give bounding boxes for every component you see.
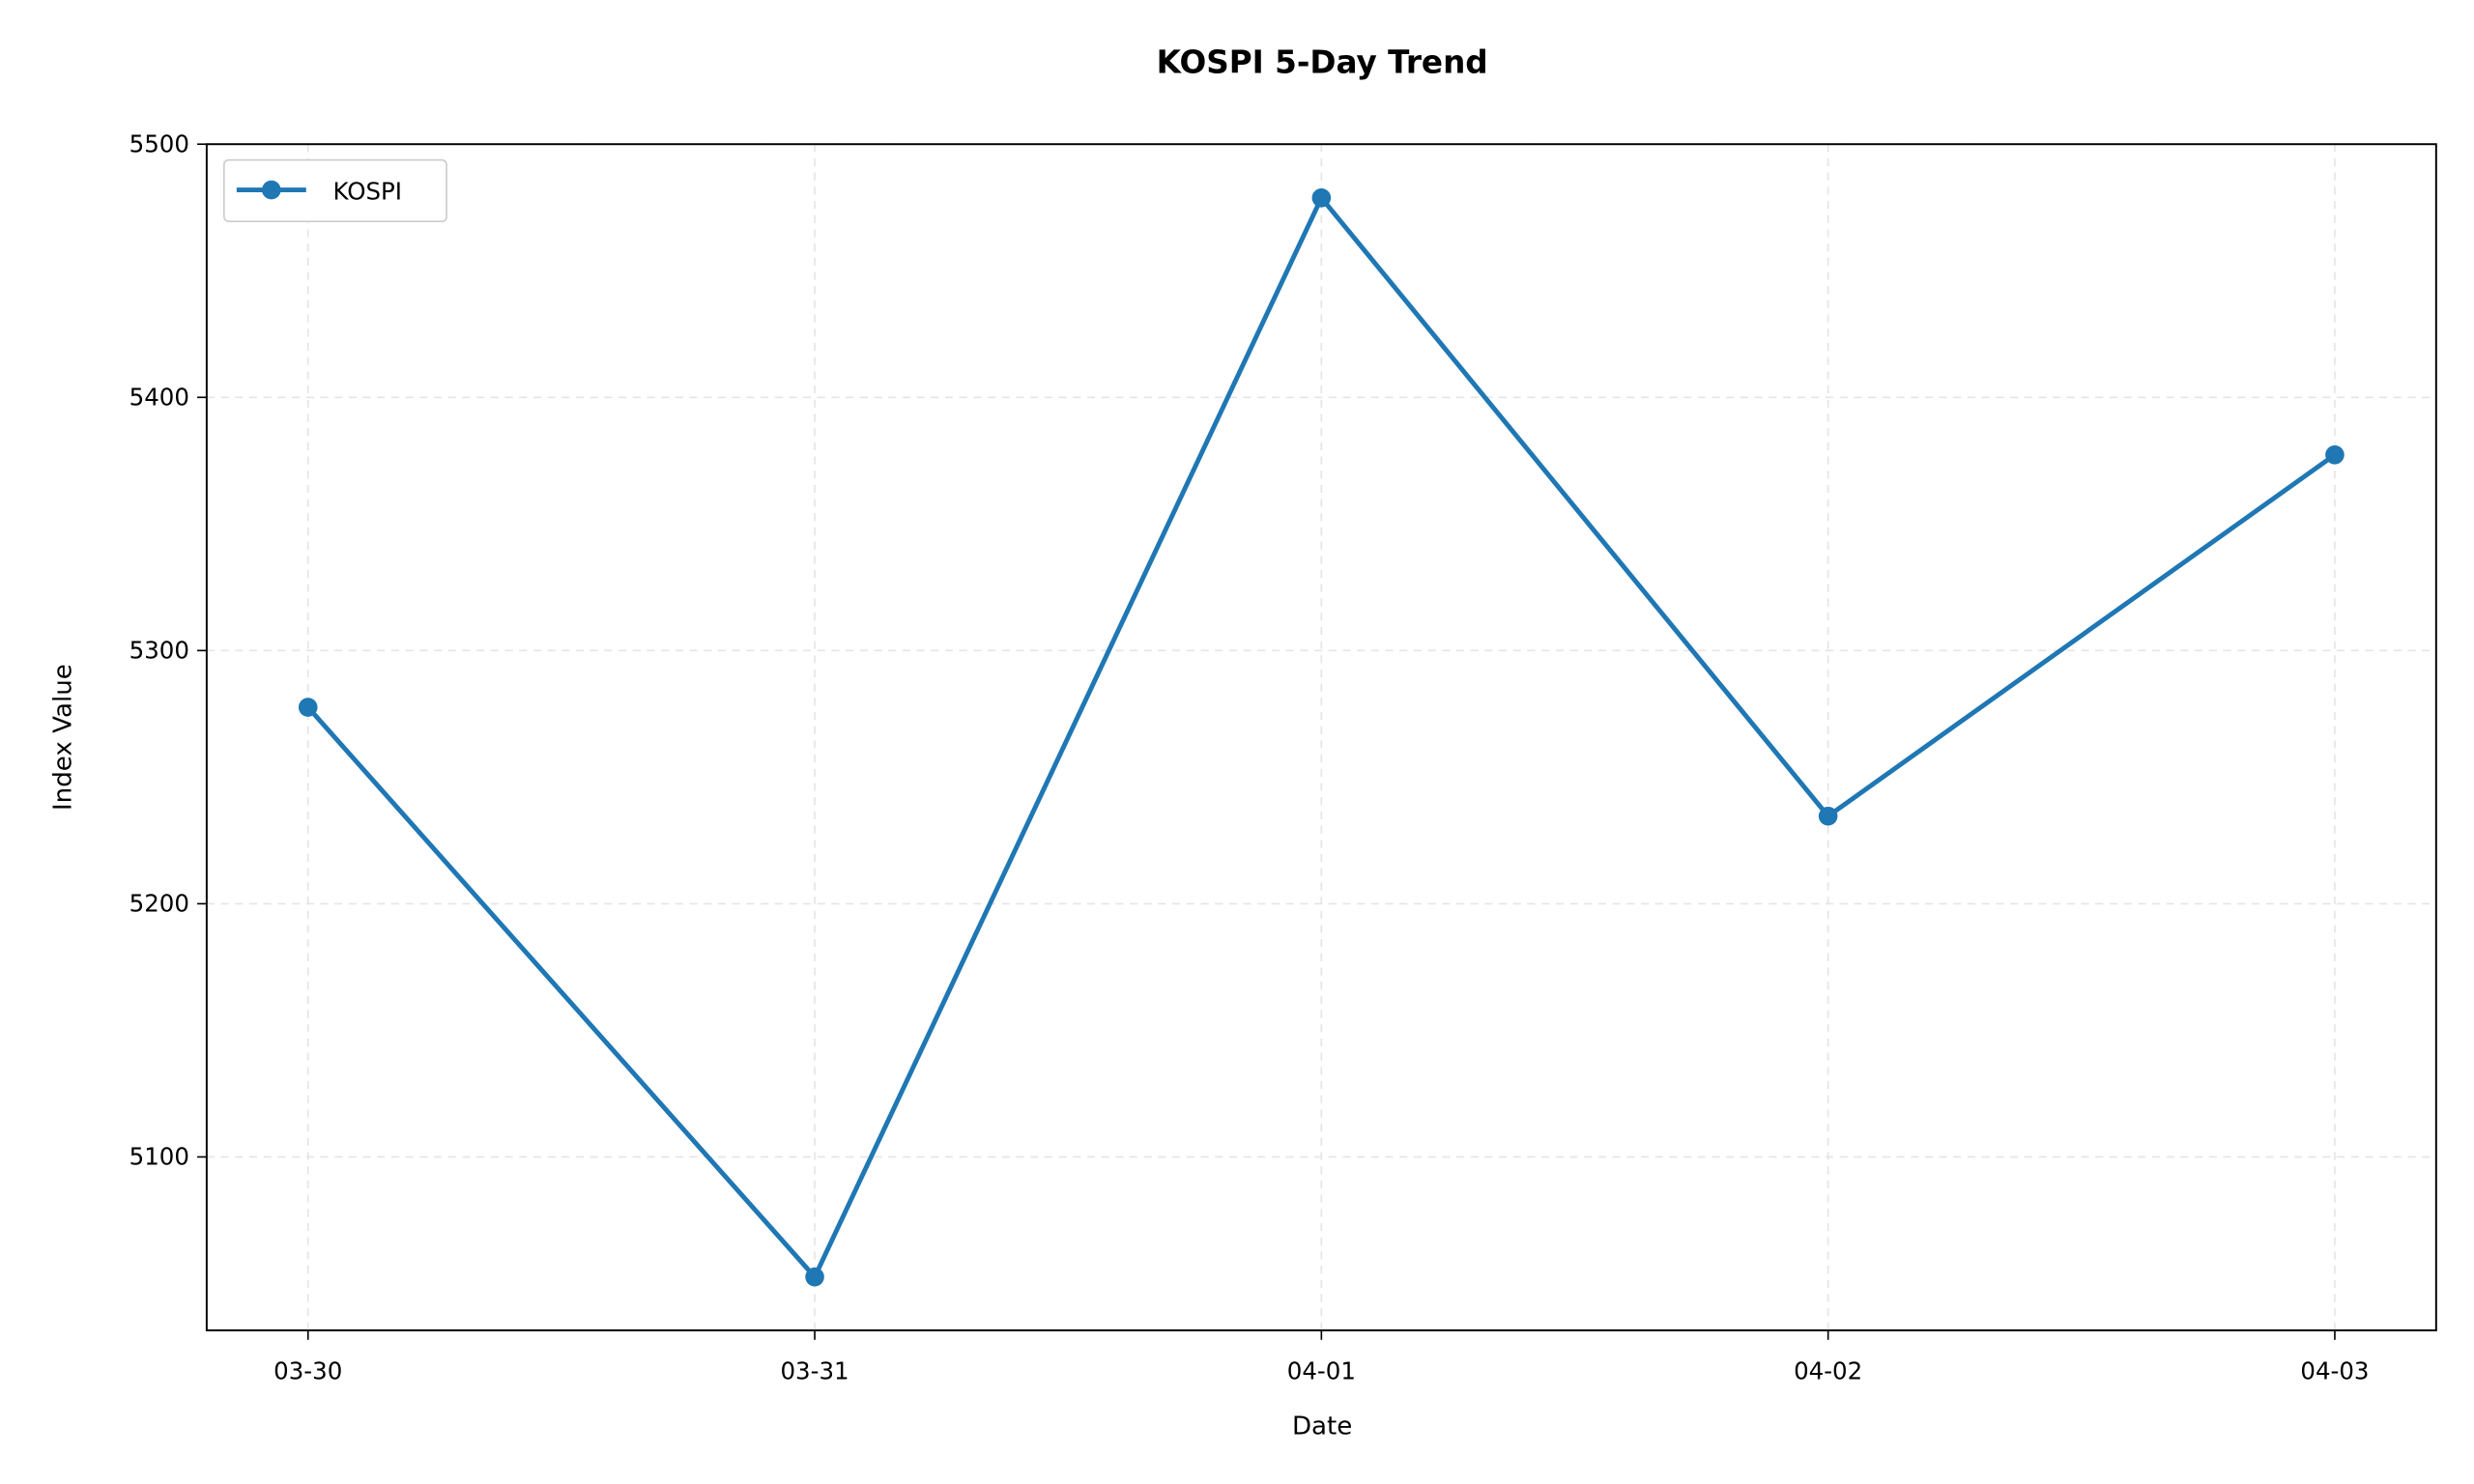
x-tick-label: 03-30	[273, 1357, 342, 1385]
data-point	[805, 1267, 824, 1287]
legend-frame	[223, 158, 447, 223]
y-axis-label: Index Value	[48, 664, 77, 811]
x-tick-label: 03-31	[780, 1357, 849, 1385]
x-tick-label: 04-03	[2300, 1357, 2369, 1385]
plot-area	[298, 187, 2345, 1287]
data-point	[1311, 187, 1332, 208]
y-tick-label: 5400	[129, 383, 189, 411]
x-axis: 03-30 03-31 04-01 04-02 04-03	[273, 1329, 2370, 1385]
chart-title: KOSPI 5-Day Trend	[1157, 44, 1488, 81]
legend-label: KOSPI	[332, 177, 401, 205]
x-axis-label: Date	[1292, 1413, 1352, 1441]
y-tick-label: 5100	[129, 1143, 189, 1171]
y-tick-label: 5200	[129, 890, 189, 918]
x-tick-label: 04-02	[1794, 1357, 1862, 1385]
data-point	[298, 698, 318, 717]
x-tick-label: 04-01	[1287, 1357, 1356, 1385]
y-tick-label: 5300	[129, 637, 189, 665]
data-point	[1818, 806, 1838, 826]
legend: KOSPI	[223, 158, 447, 223]
grid	[206, 143, 2436, 1330]
legend-marker	[262, 180, 281, 200]
data-point	[2325, 444, 2345, 465]
y-tick-label: 5500	[129, 129, 189, 157]
y-axis: 5100 5200 5300 5400 5500	[129, 129, 207, 1171]
